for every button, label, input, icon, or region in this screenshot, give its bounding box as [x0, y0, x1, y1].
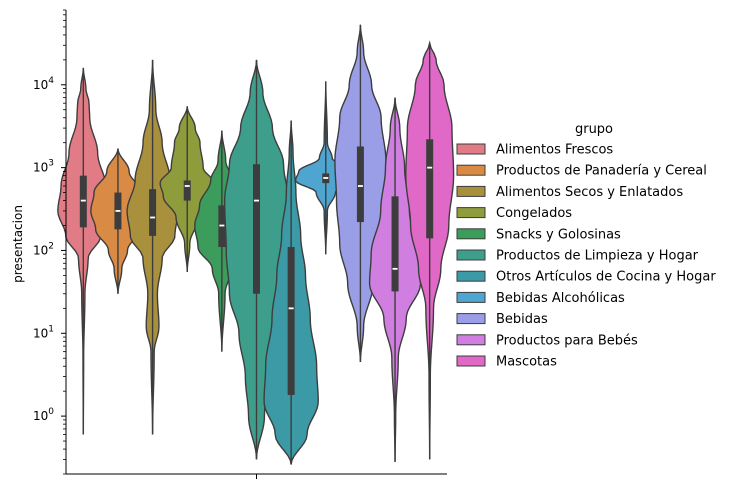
violin-plot-area [57, 24, 455, 465]
y-tick-label: 101 [33, 324, 54, 340]
legend-label: Otros Artículos de Cocina y Hogar [496, 270, 716, 285]
y-tick-label: 102 [33, 241, 54, 257]
legend-item: Otros Artículos de Cocina y Hogar [456, 270, 716, 285]
violin-3 [126, 59, 179, 435]
violin-iqr-box [183, 180, 191, 201]
y-tick-label: 104 [33, 76, 54, 92]
legend-title: grupo [575, 122, 613, 137]
legend-item: Productos de Limpieza y Hogar [456, 249, 699, 264]
legend-item: Mascotas [456, 355, 557, 370]
legend-swatch [456, 143, 486, 155]
axes: 100 101 102 103 104 presentacion [11, 9, 447, 479]
y-tick-label: 103 [33, 159, 54, 175]
violin-8 [294, 81, 357, 255]
violin-iqr-box [79, 175, 87, 228]
legend-swatch [456, 164, 486, 176]
y-axis-title: presentacion [11, 205, 25, 283]
legend-swatch [456, 334, 486, 346]
legend-swatch [456, 228, 486, 240]
y-tick-label: 100 [33, 407, 54, 423]
legend-item: Bebidas [456, 312, 548, 327]
violin-9 [334, 24, 387, 363]
legend-label: Alimentos Secos y Enlatados [496, 185, 683, 200]
legend-item: Productos de Panadería y Cereal [456, 164, 707, 179]
violin-iqr-box [253, 164, 260, 294]
legend: grupo Alimentos Frescos Productos de Pana… [456, 122, 716, 370]
legend-item: Alimentos Frescos [456, 143, 613, 158]
violin-iqr-box [149, 189, 157, 236]
legend-swatch [456, 185, 486, 197]
legend-label: Productos de Limpieza y Hogar [496, 249, 699, 264]
legend-label: Snacks y Golosinas [496, 227, 621, 242]
legend-item: Bebidas Alcohólicas [456, 291, 625, 306]
legend-label: Bebidas [496, 312, 548, 327]
legend-label: Productos de Panadería y Cereal [496, 164, 707, 179]
violin-7 [263, 120, 319, 465]
legend-swatch [456, 355, 486, 367]
legend-item: Alimentos Secos y Enlatados [456, 185, 683, 200]
legend-swatch [456, 313, 486, 325]
legend-item: Productos para Bebés [456, 333, 638, 348]
legend-label: Bebidas Alcohólicas [496, 291, 625, 306]
violin-iqr-box [356, 146, 364, 223]
violin-iqr-box [391, 196, 399, 292]
legend-swatch [456, 207, 486, 219]
y-ticks: 100 101 102 103 104 [33, 9, 66, 475]
violin-1 [57, 67, 110, 435]
legend-item: Congelados [456, 206, 572, 221]
legend-item: Snacks y Golosinas [456, 227, 621, 242]
legend-label: Congelados [496, 206, 572, 221]
violin-2 [90, 148, 146, 294]
violin-iqr-box [287, 247, 295, 395]
violin-10 [368, 97, 422, 462]
legend-swatch [456, 270, 486, 282]
legend-label: Alimentos Frescos [496, 143, 613, 158]
violin-11 [405, 40, 455, 460]
legend-label: Mascotas [496, 355, 557, 370]
violin-iqr-box [426, 139, 434, 239]
legend-swatch [456, 291, 486, 303]
legend-label: Productos para Bebés [496, 333, 638, 348]
legend-swatch [456, 249, 486, 261]
